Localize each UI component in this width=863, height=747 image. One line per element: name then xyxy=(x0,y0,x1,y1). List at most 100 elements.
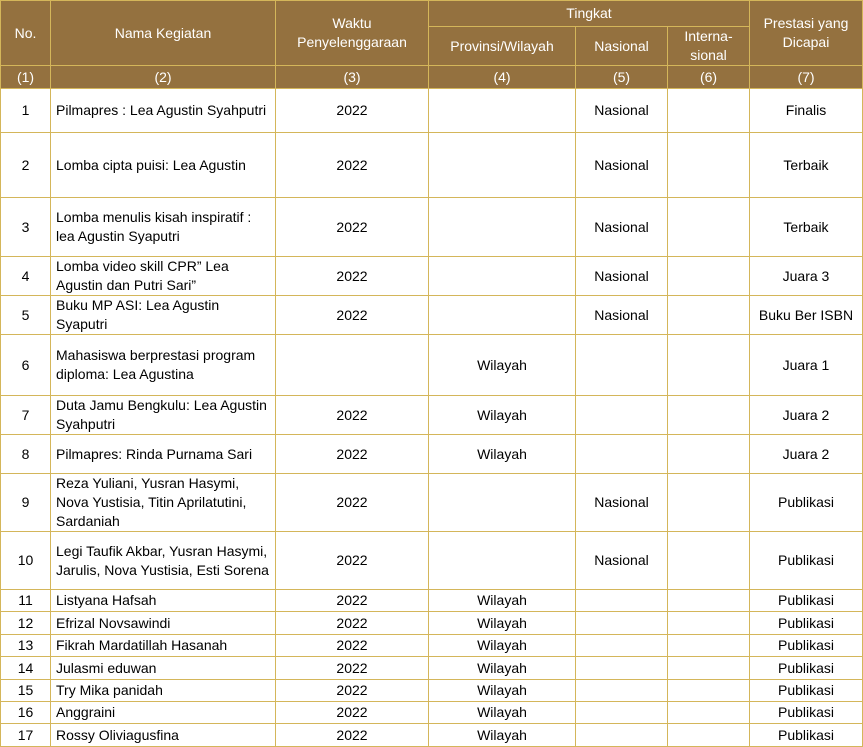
table-cell: 15 xyxy=(0,679,51,702)
empty-cell xyxy=(667,334,750,396)
table-row: 17 Rossy Oliviagusfina 2022 Wilayah Publikas… xyxy=(0,723,863,747)
column-number: (3) xyxy=(275,65,429,89)
header-cell: Prestasi yang Dicapai xyxy=(749,0,863,66)
table-cell: Publikasi xyxy=(749,589,863,612)
table-cell: Juara 2 xyxy=(749,434,863,474)
empty-cell xyxy=(667,589,750,612)
table-cell: 2022 xyxy=(275,634,429,657)
table-cell: Lomba cipta puisi: Lea Agustin xyxy=(50,132,276,198)
table-cell: Terbaik xyxy=(749,132,863,198)
empty-cell xyxy=(428,197,576,257)
table-cell: 6 xyxy=(0,334,51,396)
table-cell: Terbaik xyxy=(749,197,863,257)
table-row: 11 Listyana Hafsah 2022 Wilayah Publikasi xyxy=(0,589,863,612)
table-cell: Listyana Hafsah xyxy=(50,589,276,612)
table-cell: Wilayah xyxy=(428,395,576,435)
table-cell: Wilayah xyxy=(428,679,576,702)
empty-cell xyxy=(575,679,668,702)
table-cell: Julasmi eduwan xyxy=(50,656,276,680)
header-cell: Tingkat xyxy=(428,0,750,27)
empty-cell xyxy=(428,295,576,335)
table-cell: Try Mika panidah xyxy=(50,679,276,702)
table-cell: Nasional xyxy=(575,295,668,335)
table-cell: 1 xyxy=(0,88,51,133)
table-cell: 7 xyxy=(0,395,51,435)
table-cell: 2022 xyxy=(275,611,429,635)
table-cell: Lomba video skill CPR” Lea Agustin dan P… xyxy=(50,256,276,296)
table-cell: 8 xyxy=(0,434,51,474)
table-cell: 2022 xyxy=(275,395,429,435)
empty-cell xyxy=(275,334,429,396)
empty-cell xyxy=(428,531,576,590)
table-cell: Publikasi xyxy=(749,701,863,724)
table-cell: Wilayah xyxy=(428,656,576,680)
table-cell: Buku MP ASI: Lea Agustin Syaputri xyxy=(50,295,276,335)
table-cell: Wilayah xyxy=(428,701,576,724)
table-row: 1 Pilmapres : Lea Agustin Syahputri 2022 Na… xyxy=(0,88,863,133)
table-cell: Fikrah Mardatillah Hasanah xyxy=(50,634,276,657)
table-cell: 3 xyxy=(0,197,51,257)
table-row: 10 Legi Taufik Akbar, Yusran Hasymi, Jaru… xyxy=(0,531,863,590)
column-number: (6) xyxy=(667,65,750,89)
empty-cell xyxy=(667,197,750,257)
table-cell: 16 xyxy=(0,701,51,724)
header-cell: Nama Kegiatan xyxy=(50,0,276,66)
table-cell: 9 xyxy=(0,473,51,532)
header-cell: No. xyxy=(0,0,51,66)
table-cell: 5 xyxy=(0,295,51,335)
table-cell: 10 xyxy=(0,531,51,590)
table-cell: 13 xyxy=(0,634,51,657)
empty-cell xyxy=(428,256,576,296)
empty-cell xyxy=(667,531,750,590)
table-cell: Nasional xyxy=(575,132,668,198)
table-cell: Buku Ber ISBN xyxy=(749,295,863,335)
table-cell: 4 xyxy=(0,256,51,296)
table-cell: 2022 xyxy=(275,434,429,474)
column-number: (2) xyxy=(50,65,276,89)
column-number: (7) xyxy=(749,65,863,89)
header-cell: Nasional xyxy=(575,26,668,66)
table-cell: 2022 xyxy=(275,473,429,532)
table-row: 4 Lomba video skill CPR” Lea Agustin dan … xyxy=(0,256,863,296)
table-cell: Pilmapres : Lea Agustin Syahputri xyxy=(50,88,276,133)
table-cell: Efrizal Novsawindi xyxy=(50,611,276,635)
empty-cell xyxy=(575,589,668,612)
empty-cell xyxy=(667,679,750,702)
empty-cell xyxy=(575,334,668,396)
table-cell: Nasional xyxy=(575,473,668,532)
number-row: (1) (2) (3) (4) (5) (6) (7) xyxy=(0,65,863,89)
table-cell: Publikasi xyxy=(749,634,863,657)
table-cell: Nasional xyxy=(575,197,668,257)
empty-cell xyxy=(667,434,750,474)
table-cell: 2 xyxy=(0,132,51,198)
table-row: 15 Try Mika panidah 2022 Wilayah Publikasi xyxy=(0,679,863,702)
table-cell: 2022 xyxy=(275,256,429,296)
table-cell: 2022 xyxy=(275,679,429,702)
table-cell: Juara 1 xyxy=(749,334,863,396)
table-cell: Nasional xyxy=(575,256,668,296)
table-cell: 17 xyxy=(0,723,51,747)
empty-cell xyxy=(575,634,668,657)
table-cell: 2022 xyxy=(275,701,429,724)
table-cell: 14 xyxy=(0,656,51,680)
table-cell: Wilayah xyxy=(428,334,576,396)
column-number: (5) xyxy=(575,65,668,89)
empty-cell xyxy=(667,701,750,724)
header-cell: Waktu Penyelenggaraan xyxy=(275,0,429,66)
empty-cell xyxy=(575,723,668,747)
table-cell: 2022 xyxy=(275,132,429,198)
table-row: 16 Anggraini 2022 Wilayah Publikasi xyxy=(0,701,863,724)
empty-cell xyxy=(667,132,750,198)
table-row: 14 Julasmi eduwan 2022 Wilayah Publikasi xyxy=(0,656,863,680)
table-cell: 11 xyxy=(0,589,51,612)
table-cell: 2022 xyxy=(275,197,429,257)
empty-cell xyxy=(428,132,576,198)
table-cell: Anggraini xyxy=(50,701,276,724)
table-cell: Rossy Oliviagusfina xyxy=(50,723,276,747)
table-row: 8 Pilmapres: Rinda Purnama Sari 2022 Wilaya… xyxy=(0,434,863,474)
empty-cell xyxy=(667,473,750,532)
empty-cell xyxy=(667,656,750,680)
empty-cell xyxy=(575,656,668,680)
